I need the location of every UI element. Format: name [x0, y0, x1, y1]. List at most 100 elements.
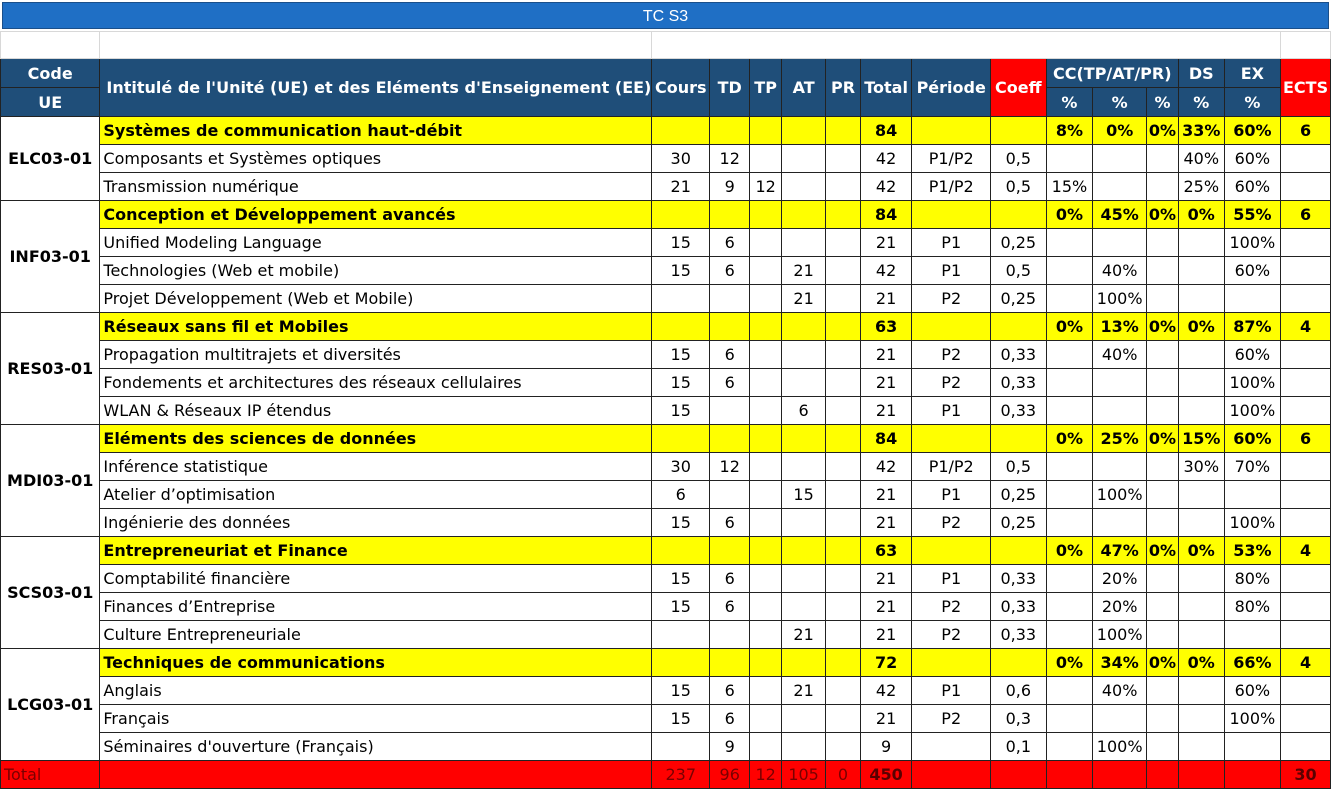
- ee-at: 21: [780, 620, 827, 649]
- ee-cours: [651, 284, 711, 313]
- ee-ects-cell: [1280, 704, 1331, 733]
- ee-ects-cell: [1280, 480, 1331, 509]
- ee-ds: [1177, 620, 1225, 649]
- ee-ex: 60%: [1223, 144, 1282, 173]
- ee-cc2: [1092, 396, 1148, 425]
- ee-ds: [1177, 592, 1225, 621]
- ue-at-cell: [780, 648, 827, 677]
- ee-coeff: 0,6: [990, 676, 1047, 705]
- ee-coeff: 0,25: [990, 480, 1047, 509]
- ee-periode: P1/P2: [911, 144, 991, 173]
- ee-total: 42: [859, 172, 913, 201]
- ue-td-cell: [709, 312, 751, 341]
- ee-cours: 15: [651, 256, 711, 285]
- ee-ds: [1177, 676, 1225, 705]
- ee-ex: 100%: [1223, 228, 1282, 257]
- ee-pr: [825, 256, 861, 285]
- header-ue: UE: [0, 87, 101, 117]
- ee-cours: [651, 620, 711, 649]
- ee-tp: [749, 144, 782, 173]
- total-cours: 237: [651, 760, 711, 789]
- ee-ds: [1177, 704, 1225, 733]
- ee-row: Français 15 6 21 P2 0,3 100%: [1, 704, 1331, 733]
- ee-td: 6: [709, 256, 751, 285]
- ue-cc2: 34%: [1092, 648, 1148, 677]
- ee-cours: [651, 732, 711, 761]
- total-empty: [1146, 760, 1179, 789]
- ue-coeff-cell: [990, 648, 1047, 677]
- ee-ds: 30%: [1177, 452, 1225, 481]
- ee-ex: 100%: [1223, 396, 1282, 425]
- ue-ds: 15%: [1177, 424, 1225, 453]
- ee-ects-cell: [1280, 368, 1331, 397]
- ee-row: Composants et Systèmes optiques 30 12 42 P1/…: [1, 144, 1331, 173]
- ue-ex: 60%: [1223, 424, 1282, 453]
- ue-coeff-cell: [990, 536, 1047, 565]
- ee-ects-cell: [1280, 284, 1331, 313]
- ee-row: Comptabilité financière 15 6 21 P1 0,33 20% 80%: [1, 564, 1331, 593]
- ue-tp-cell: [749, 424, 782, 453]
- header-cc-pct-1: %: [1045, 87, 1094, 117]
- ue-cc3: 0%: [1146, 116, 1179, 145]
- ue-total: 84: [859, 424, 913, 453]
- ee-ects-cell: [1280, 676, 1331, 705]
- ee-periode: P1: [911, 228, 991, 257]
- ee-cc1: [1045, 508, 1094, 537]
- ue-ects: 6: [1280, 424, 1331, 453]
- ee-cc2: [1092, 452, 1148, 481]
- ee-periode: P2: [911, 620, 991, 649]
- ee-row: Unified Modeling Language 15 6 21 P1 0,25 100%: [1, 228, 1331, 257]
- ee-ex: 80%: [1223, 592, 1282, 621]
- ue-title: Eléments des sciences de données: [99, 424, 653, 453]
- ee-row: Séminaires d'ouverture (Français) 9 9 0,1 10…: [1, 732, 1331, 761]
- ee-row: Projet Développement (Web et Mobile) 21 21…: [1, 284, 1331, 313]
- ee-title: Ingénierie des données: [99, 508, 653, 537]
- ue-at-cell: [780, 312, 827, 341]
- ue-pr-cell: [825, 424, 861, 453]
- ee-cc1: [1045, 144, 1094, 173]
- ue-cc2: 0%: [1092, 116, 1148, 145]
- ee-tp: [749, 732, 782, 761]
- ue-title: Réseaux sans fil et Mobiles: [99, 312, 653, 341]
- ee-total: 21: [859, 508, 913, 537]
- ee-total: 21: [859, 284, 913, 313]
- ue-ects: 4: [1280, 648, 1331, 677]
- ee-title: Français: [99, 704, 653, 733]
- ee-td: 6: [709, 592, 751, 621]
- ue-cc2: 45%: [1092, 200, 1148, 229]
- ue-total: 84: [859, 116, 913, 145]
- ue-row: RES03-01 Réseaux sans fil et Mobiles 63 0% 1…: [0, 312, 1331, 425]
- ee-pr: [825, 732, 861, 761]
- ee-title: Unified Modeling Language: [99, 228, 653, 257]
- ee-tp: 12: [749, 172, 782, 201]
- ee-ects-cell: [1280, 732, 1331, 761]
- ee-periode: P1: [911, 396, 991, 425]
- ue-cours-cell: [651, 648, 711, 677]
- ue-cc2: 13%: [1092, 312, 1148, 341]
- ue-pr-cell: [825, 200, 861, 229]
- ee-td: [709, 284, 751, 313]
- ee-cours: 15: [651, 396, 711, 425]
- total-tp: 12: [749, 760, 782, 789]
- total-label: Total: [0, 760, 101, 789]
- ee-cc3: [1146, 676, 1179, 705]
- ee-cc2: [1092, 172, 1148, 201]
- ee-tp: [749, 704, 782, 733]
- ee-coeff: 0,1: [990, 732, 1047, 761]
- ee-coeff: 0,5: [990, 144, 1047, 173]
- ee-ects-cell: [1280, 144, 1331, 173]
- ee-periode: P1: [911, 480, 991, 509]
- ue-at-cell: [780, 200, 827, 229]
- ue-cc1: 0%: [1045, 648, 1094, 677]
- ee-tp: [749, 256, 782, 285]
- ee-tp: [749, 284, 782, 313]
- total-td: 96: [709, 760, 751, 789]
- total-empty: [911, 760, 991, 789]
- ee-cc3: [1146, 508, 1179, 537]
- ee-total: 21: [859, 480, 913, 509]
- ee-cc2: 100%: [1092, 620, 1148, 649]
- ee-at: [780, 172, 827, 201]
- ee-pr: [825, 396, 861, 425]
- ee-ds: [1177, 480, 1225, 509]
- header-coeff: Coeff: [990, 58, 1047, 117]
